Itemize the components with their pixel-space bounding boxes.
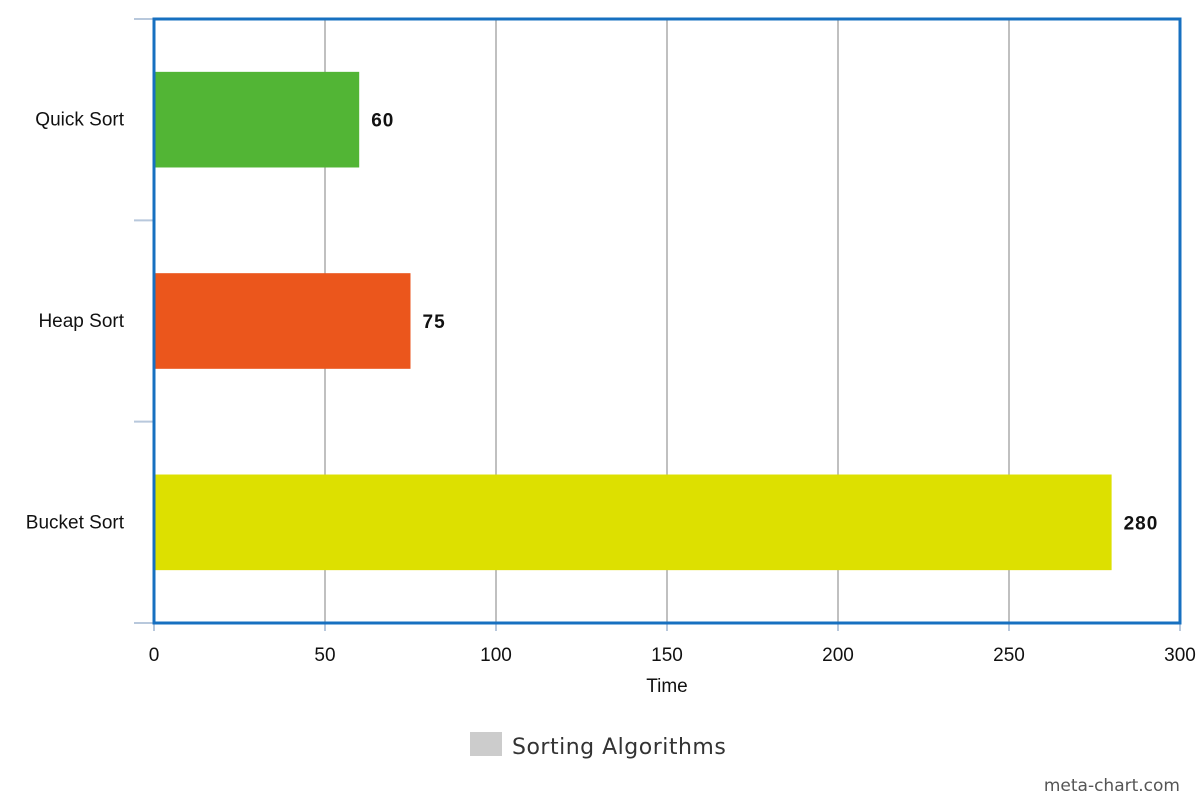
x-tick-label-200: 200	[822, 645, 854, 666]
axes	[134, 17, 1182, 631]
data-label-2: 280	[1124, 513, 1159, 534]
x-tick-label-100: 100	[480, 645, 512, 666]
category-label-2: Bucket Sort	[26, 512, 125, 533]
data-label-0: 60	[371, 111, 394, 132]
category-label-1: Heap Sort	[38, 311, 124, 332]
credit-text[interactable]: meta-chart.com	[1044, 776, 1180, 796]
bar-0[interactable]	[155, 71, 360, 168]
bars	[155, 71, 1112, 571]
x-tick-label-250: 250	[993, 645, 1025, 666]
x-tick-label-0: 0	[149, 645, 160, 666]
legend-label: Sorting Algorithms	[512, 735, 726, 760]
data-label-1: 75	[423, 312, 446, 333]
legend[interactable]: Sorting Algorithms	[470, 732, 726, 760]
labels: 0 50 100 150 200 250 300 Quick Sort 60 Heap Sort 7…	[26, 110, 1196, 666]
legend-swatch	[470, 732, 502, 756]
plot-frame	[152, 17, 1182, 625]
x-axis-title: Time	[646, 676, 688, 697]
x-tick-label-150: 150	[651, 645, 683, 666]
category-label-0: Quick Sort	[35, 110, 124, 131]
x-tick-label-50: 50	[314, 645, 335, 666]
bar-1[interactable]	[155, 273, 411, 369]
x-tick-label-300: 300	[1164, 645, 1196, 666]
bar-2[interactable]	[155, 474, 1112, 571]
